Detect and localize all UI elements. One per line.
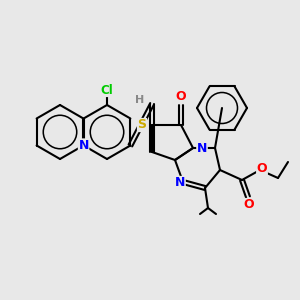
Text: Cl: Cl — [100, 83, 113, 97]
Text: H: H — [135, 95, 145, 105]
Text: O: O — [244, 199, 254, 212]
Text: N: N — [175, 176, 185, 190]
Text: N: N — [197, 142, 207, 154]
Text: S: S — [137, 118, 146, 131]
Text: O: O — [257, 161, 267, 175]
Text: N: N — [78, 139, 89, 152]
Text: O: O — [176, 91, 186, 103]
